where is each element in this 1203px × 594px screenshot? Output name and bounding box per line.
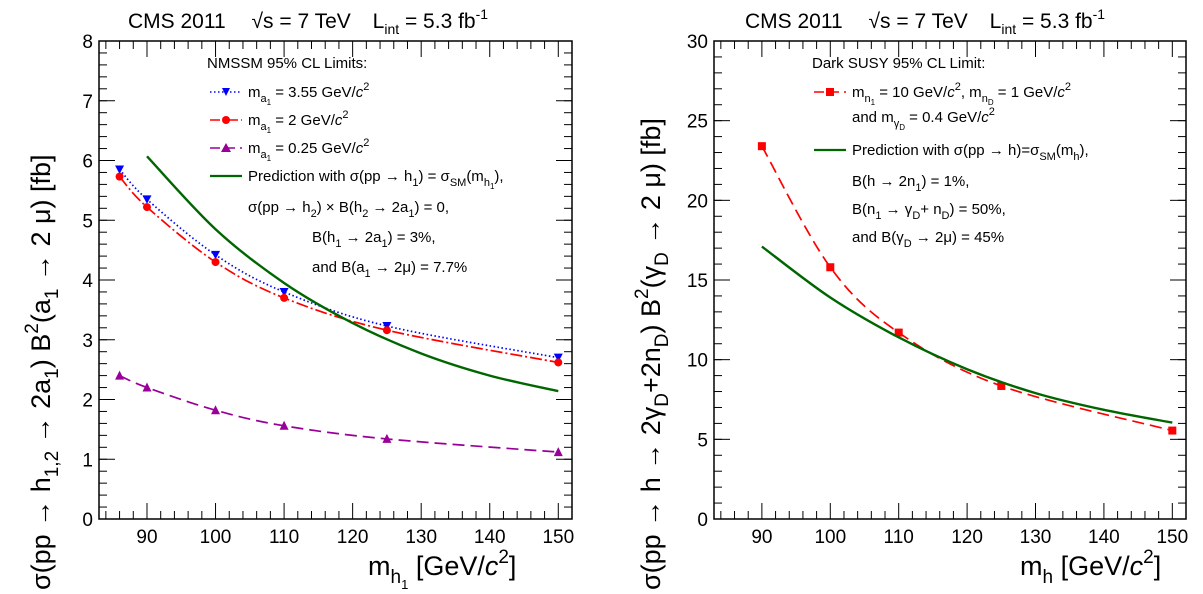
left-series-3-line	[146, 155, 559, 393]
left-series-0-point	[211, 250, 221, 260]
legend-entry-prediction-nmssm: Prediction with σ(pp → h1) = σSM(mh1),	[210, 168, 504, 191]
left-series-1-point	[280, 293, 289, 302]
legend-entry-ma1-3p55: ma1 = 3.55 GeV/c2	[210, 81, 369, 107]
legend-line-bh1: B(h1 → 2a1) = 3%,	[312, 229, 436, 250]
left-panel: CMS 2011 √s = 7 TeV Lint = 5.3 fb-1 σ(pp…	[22, 6, 516, 592]
right-series-0-point	[997, 381, 1006, 390]
left-x-tick-label: 110	[269, 527, 299, 548]
legend-entry-ma1-2: ma1 = 2 GeV/c2	[210, 109, 349, 135]
left-y-tick-label: 7	[82, 92, 93, 113]
right-series-0-point	[894, 328, 903, 337]
right-legend: Dark SUSY 95% CL Limit: mn1 = 10 GeV/c2,…	[812, 55, 1089, 250]
right-y-tick-label: 10	[687, 351, 708, 372]
left-x-tick-label: 130	[405, 527, 437, 548]
svg-text:ma1 = 3.55 GeV/c2: ma1 = 3.55 GeV/c2	[248, 81, 369, 107]
right-y-axis-label: σ(pp → h → 2γD+2nD) B2(γD → 2 μ) [fb]	[632, 118, 673, 590]
svg-text:ma1 = 2 GeV/c2: ma1 = 2 GeV/c2	[248, 109, 349, 135]
right-x-tick-label: 110	[884, 527, 914, 548]
right-x-tick-label: 150	[1156, 527, 1188, 548]
left-x-axis-label: mh1 [GeV/c2]	[368, 547, 516, 592]
legend-line-ba1: and B(a1 → 2μ) = 7.7%	[312, 259, 467, 280]
right-x-tick-label: 130	[1020, 527, 1052, 548]
right-panel: CMS 2011 √s = 7 TeV Lint = 5.3 fb-1 σ(pp…	[632, 6, 1161, 590]
left-y-tick-label: 8	[82, 32, 93, 53]
left-series-0-point	[115, 165, 125, 174]
left-y-tick-label: 0	[82, 510, 93, 531]
left-series-2-point	[115, 370, 125, 380]
left-series-1-point	[142, 203, 151, 212]
right-y-tick-label: 30	[687, 32, 708, 53]
left-x-tick-label: 100	[200, 527, 232, 548]
right-y-tick-label: 25	[687, 112, 708, 133]
left-series-2-point	[279, 420, 289, 430]
left-series-2-point	[142, 382, 152, 392]
left-x-tick-label: 140	[474, 527, 506, 548]
legend-line-h2: σ(pp → h2) × B(h2 → 2a1) = 0,	[248, 199, 449, 220]
right-header: CMS 2011 √s = 7 TeV Lint = 5.3 fb-1	[745, 6, 1105, 37]
left-series-2-line	[119, 374, 559, 453]
left-series-1-point	[554, 358, 563, 367]
left-series-1-point	[382, 326, 391, 335]
legend-line-mgammad: and mγD = 0.4 GeV/c2	[852, 106, 995, 132]
left-series-2-point	[382, 433, 392, 443]
left-legend: NMSSM 95% CL Limits: ma1 = 3.55 GeV/c2 m…	[207, 55, 504, 280]
left-y-tick-label: 5	[82, 211, 93, 232]
left-series-1-point	[211, 258, 220, 267]
right-series-0-point	[757, 142, 766, 151]
left-y-tick-label: 2	[82, 391, 93, 412]
svg-text:mn1 = 10 GeV/c2, mnD = 1 GeV/c: mn1 = 10 GeV/c2, mnD = 1 GeV/c2	[852, 81, 1071, 107]
left-x-tick-label: 90	[136, 527, 157, 548]
left-header: CMS 2011 √s = 7 TeV Lint = 5.3 fb-1	[128, 6, 488, 37]
legend-entry-ma1-0p25: ma1 = 0.25 GeV/c2	[210, 137, 369, 163]
left-series-0-point	[279, 287, 289, 297]
left-y-tick-label: 6	[82, 152, 93, 173]
left-plot-area: 90 100 110 120 130 140 150 0 1 2 3 4 5 6 7 8	[82, 32, 574, 548]
left-series-0-point	[553, 353, 563, 363]
left-legend-title: NMSSM 95% CL Limits:	[207, 55, 367, 72]
svg-text:Prediction with σ(pp → h1) = σ: Prediction with σ(pp → h1) = σSM(mh1),	[248, 168, 504, 191]
right-plot-area: 90 100 110 120 130 140 150 0 5 10 15 20 25 30	[687, 32, 1188, 548]
svg-text:Prediction with σ(pp → h)=σSM(: Prediction with σ(pp → h)=σSM(mh),	[852, 142, 1089, 163]
left-x-tick-label: 150	[542, 527, 574, 548]
right-y-tick-label: 20	[687, 191, 708, 212]
right-y-tick-label: 5	[697, 430, 708, 451]
svg-text:ma1 = 0.25 GeV/c2: ma1 = 0.25 GeV/c2	[248, 137, 369, 163]
legend-line-bh: B(h → 2n1) = 1%,	[852, 173, 969, 194]
right-y-tick-label: 15	[687, 271, 708, 292]
right-series-0-point	[1168, 426, 1177, 435]
right-y-tick-label: 0	[697, 510, 708, 531]
right-x-tick-label: 140	[1088, 527, 1120, 548]
legend-line-bgammad: and B(γD → 2μ) = 45%	[852, 229, 1004, 250]
left-y-tick-label: 4	[82, 271, 93, 292]
left-y-tick-label: 1	[82, 450, 93, 471]
left-series-2-point	[211, 405, 221, 415]
left-x-tick-label: 120	[337, 527, 369, 548]
left-series-2-point	[553, 447, 563, 457]
right-x-tick-label: 120	[951, 527, 983, 548]
legend-line-bn1: B(n1 → γD+ nD) = 50%,	[852, 201, 1006, 222]
right-x-tick-label: 90	[751, 527, 772, 548]
left-series-1-point	[115, 172, 124, 181]
legend-entry-prediction-darksusy: Prediction with σ(pp → h)=σSM(mh),	[814, 142, 1089, 163]
left-y-tick-label: 3	[82, 331, 93, 352]
left-series-0-point	[142, 195, 152, 204]
right-series-0-point	[826, 263, 835, 272]
right-x-tick-label: 100	[814, 527, 846, 548]
right-legend-title: Dark SUSY 95% CL Limit:	[812, 55, 985, 72]
left-y-axis-label: σ(pp → h1,2 → 2a1) B2(a1 → 2 μ) [fb]	[22, 154, 63, 590]
right-x-axis-label: mh [GeV/c2]	[1020, 547, 1161, 588]
legend-entry-dark-susy: mn1 = 10 GeV/c2, mnD = 1 GeV/c2	[814, 81, 1071, 107]
right-series-1-line	[761, 245, 1173, 424]
